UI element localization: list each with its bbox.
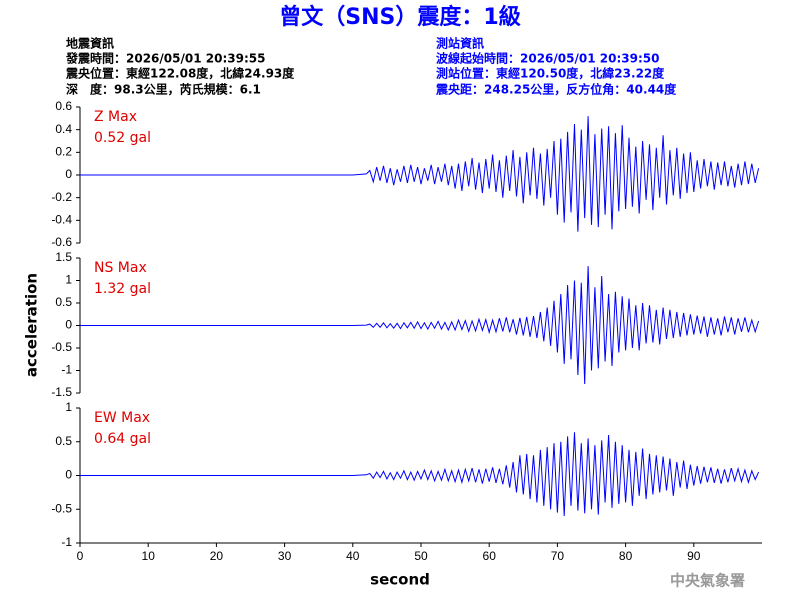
info-right: 測站資訊 (436, 36, 484, 51)
y-tick-label: 1 (65, 400, 72, 414)
x-tick-label: 50 (414, 549, 428, 563)
peak-label: 1.32 gal (94, 281, 151, 297)
info-left: 地震資訊 (66, 36, 114, 51)
x-axis-label: second (370, 571, 430, 589)
y-tick-label: 1 (65, 273, 72, 287)
y-tick-label: 1.5 (55, 250, 72, 264)
y-tick-label: 0.5 (55, 434, 72, 448)
x-tick-label: 40 (346, 549, 360, 563)
panel-label: Z Max (94, 109, 137, 125)
y-tick-label: 0.6 (55, 99, 72, 113)
y-tick-label: -0.2 (51, 190, 72, 204)
x-tick-label: 30 (278, 549, 292, 563)
x-tick-label: 0 (77, 549, 84, 563)
y-tick-label: -1 (61, 363, 72, 377)
y-tick-label: -1.5 (51, 385, 72, 399)
y-tick-label: 0 (65, 468, 72, 482)
y-axis-label: acceleration (23, 273, 41, 377)
info-right: 波線起始時間：2026/05/01 20:39:50 (436, 51, 659, 66)
waveform (80, 432, 760, 517)
chart-title: 曾文（SNS）震度：1級 (279, 4, 520, 30)
x-tick-label: 80 (619, 549, 633, 563)
y-tick-label: 0.4 (55, 122, 72, 136)
x-tick-label: 70 (551, 549, 565, 563)
x-tick-label: 10 (142, 549, 156, 563)
info-left: 深 度：98.3公里，芮氏規模：6.1 (66, 82, 261, 97)
y-tick-label: -0.6 (51, 235, 72, 249)
waveform (80, 116, 760, 232)
y-tick-label: -1 (61, 535, 72, 549)
x-tick-label: 90 (687, 549, 701, 563)
peak-label: 0.64 gal (94, 431, 151, 447)
peak-label: 0.52 gal (94, 130, 151, 146)
y-tick-label: -0.5 (51, 340, 72, 354)
waveform (80, 266, 760, 385)
x-tick-label: 60 (483, 549, 497, 563)
y-tick-label: 0.5 (55, 295, 72, 309)
info-right: 測站位置：東經120.50度，北緯23.22度 (436, 66, 665, 81)
y-tick-label: 0.2 (55, 145, 72, 159)
info-left: 發震時間：2026/05/01 20:39:55 (65, 51, 265, 66)
x-tick-label: 20 (210, 549, 224, 563)
panel-label: EW Max (94, 410, 150, 426)
y-tick-label: -0.4 (51, 213, 72, 227)
y-tick-label: -0.5 (51, 501, 72, 515)
y-tick-label: 0 (65, 318, 72, 332)
info-left: 震央位置：東經122.08度，北緯24.93度 (66, 66, 295, 81)
panel-label: NS Max (94, 260, 147, 276)
info-right: 震央距：248.25公里，反方位角：40.44度 (436, 82, 677, 97)
credit: 中央氣象署 (670, 572, 745, 590)
y-tick-label: 0 (65, 167, 72, 181)
